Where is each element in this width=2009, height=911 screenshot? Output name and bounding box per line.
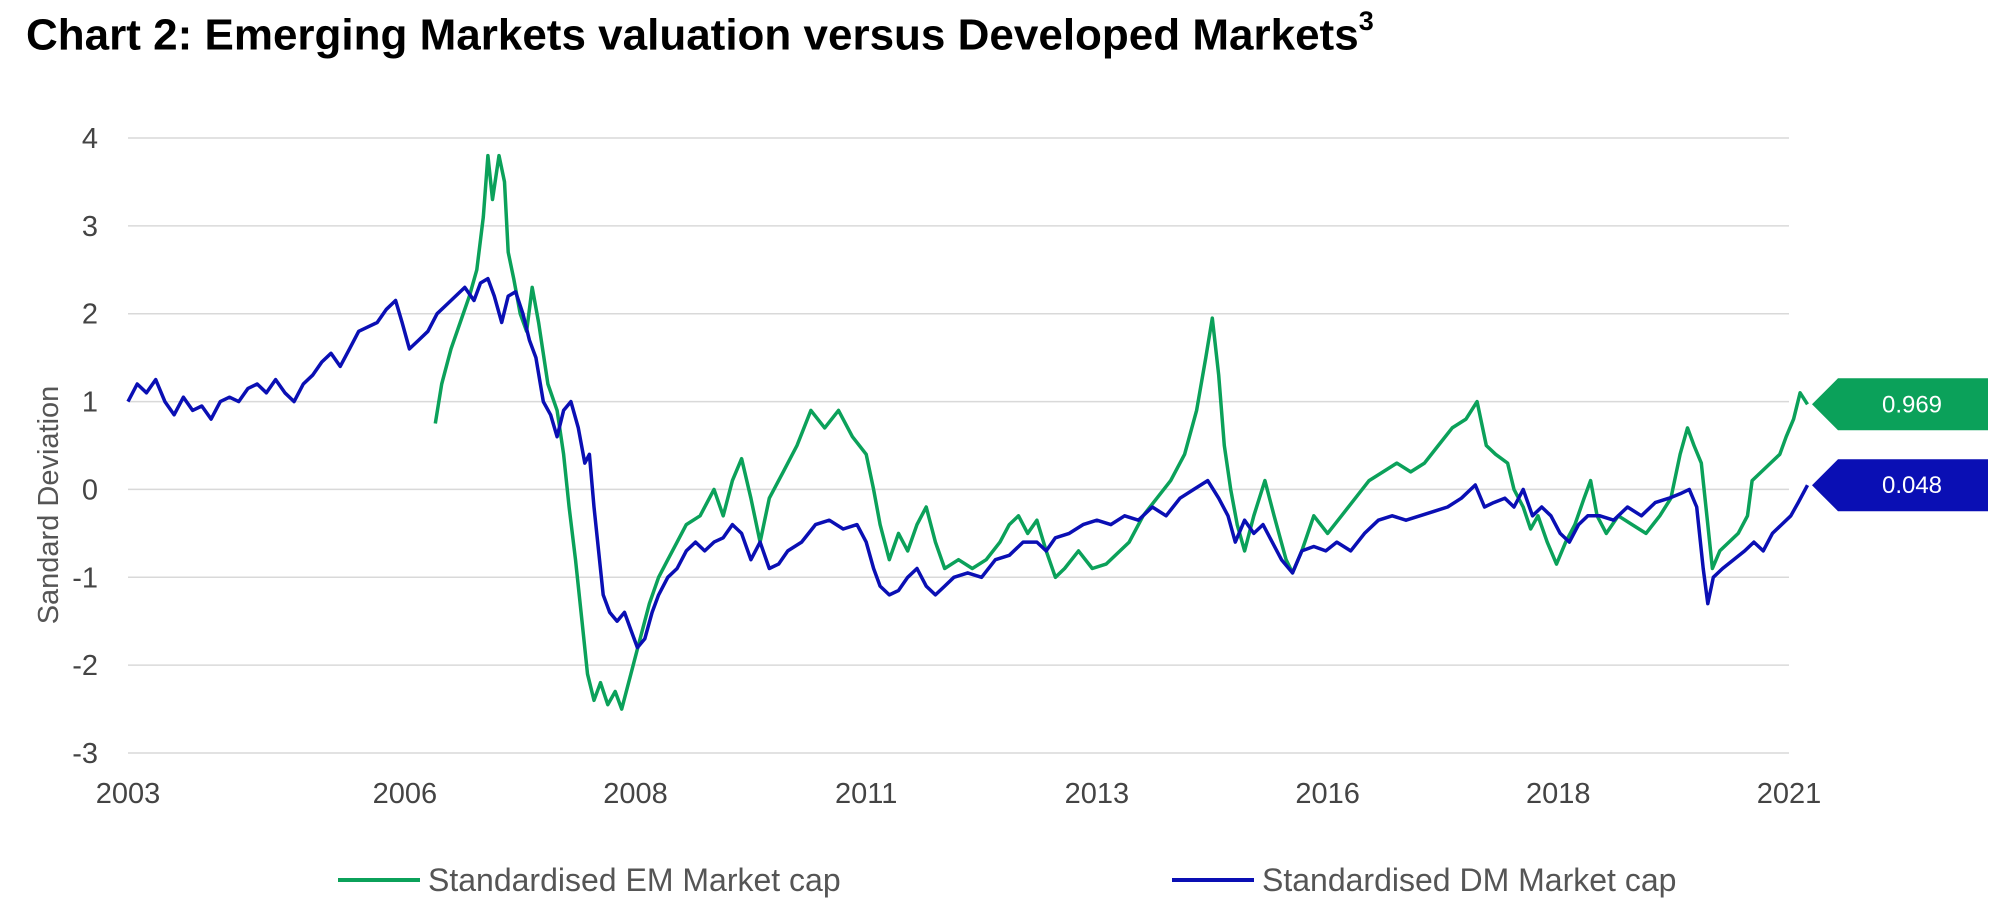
title-superscript: 3 xyxy=(1358,6,1374,36)
em-end-tag-shape xyxy=(1812,378,1988,431)
legend-item-dm: Standardised DM Market cap xyxy=(1172,862,1676,898)
legend: Standardised EM Market cap Standardised D… xyxy=(338,862,1676,898)
gridlines xyxy=(128,137,1789,754)
legend-item-em-label: Standardised EM Market cap xyxy=(428,862,841,898)
x-tick-label: 2003 xyxy=(96,778,161,810)
x-tick-label: 2018 xyxy=(1526,778,1591,810)
y-tick-label: 3 xyxy=(82,211,98,243)
y-tick-label: 1 xyxy=(82,387,98,419)
x-tick-label: 2011 xyxy=(835,778,897,810)
x-tick-label: 2013 xyxy=(1065,778,1130,810)
x-axis-ticks: 2003 2006 2008 2011 2013 2016 2018 2021 xyxy=(96,778,1822,810)
y-tick-label: 2 xyxy=(82,299,98,331)
dm-end-tag-value: 0.048 xyxy=(1882,472,1942,499)
legend-item-dm-label: Standardised DM Market cap xyxy=(1262,862,1676,898)
dm-series-line xyxy=(126,276,1810,650)
em-end-tag: 0.969 xyxy=(1812,378,1988,431)
legend-item-em: Standardised EM Market cap xyxy=(338,862,841,898)
em-end-tag-value: 0.969 xyxy=(1882,391,1942,418)
y-axis-label: Sandard Deviation xyxy=(33,386,65,625)
chart-title: Chart 2: Emerging Markets valuation vers… xyxy=(26,6,1374,61)
dm-end-tag: 0.048 xyxy=(1812,459,1988,512)
y-tick-label: -3 xyxy=(72,738,98,770)
series-lines xyxy=(126,153,1810,711)
y-tick-label: 0 xyxy=(82,474,98,506)
end-value-tags: 0.969 0.048 xyxy=(1812,378,1988,512)
y-tick-label: -2 xyxy=(72,650,98,682)
title-text: Chart 2: Emerging Markets valuation vers… xyxy=(26,10,1359,60)
x-tick-label: 2006 xyxy=(373,778,438,810)
y-axis-ticks: -3 -2 -1 0 1 2 3 4 xyxy=(72,123,98,770)
x-tick-label: 2016 xyxy=(1295,778,1360,810)
y-tick-label: -1 xyxy=(72,562,98,594)
y-tick-label: 4 xyxy=(82,123,98,155)
x-tick-label: 2008 xyxy=(603,778,668,810)
x-tick-label: 2021 xyxy=(1757,778,1822,810)
em-series-line xyxy=(433,153,1809,711)
dm-end-tag-shape xyxy=(1812,459,1988,512)
